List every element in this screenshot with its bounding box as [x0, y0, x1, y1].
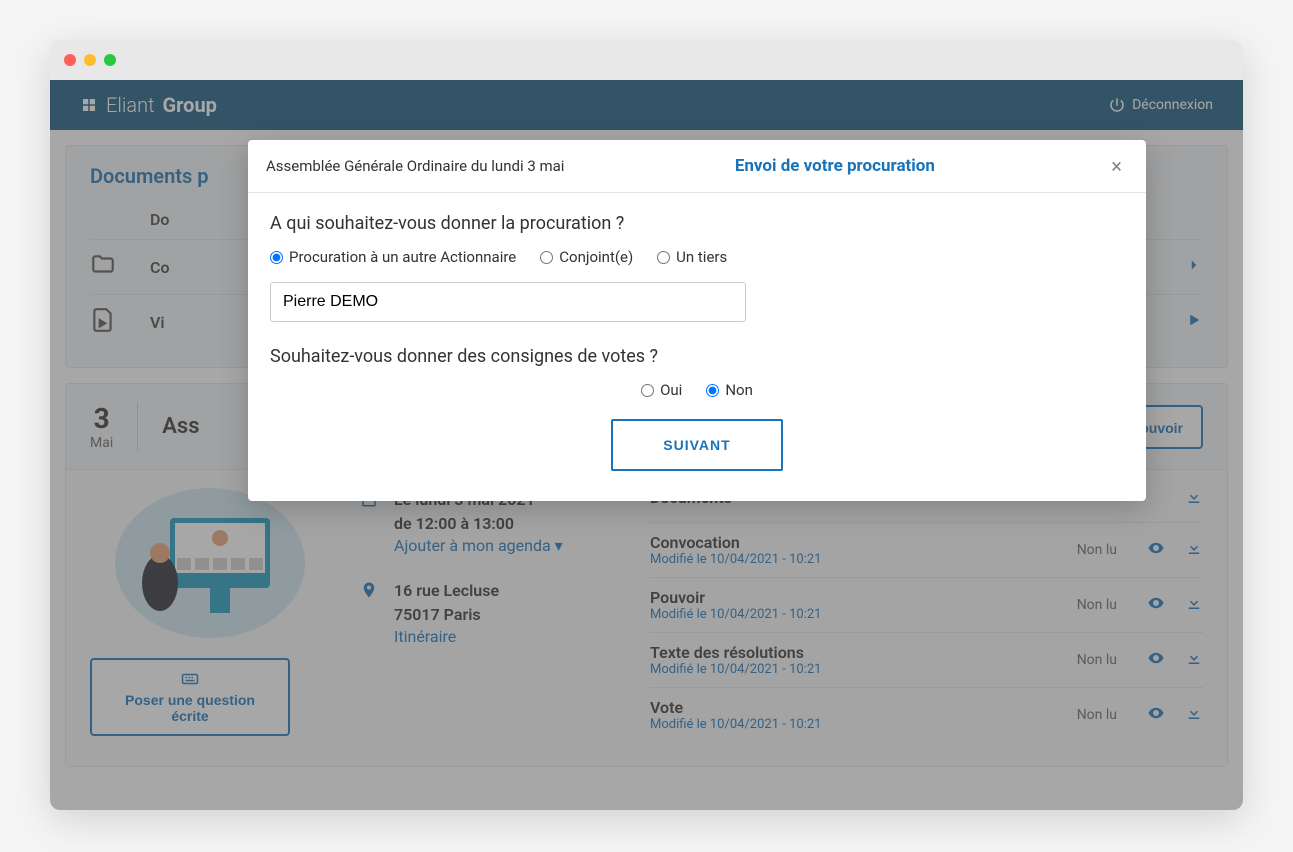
radio-tiers-input[interactable]: [657, 251, 670, 264]
radio-actionnaire-input[interactable]: [270, 251, 283, 264]
radio-oui-input[interactable]: [641, 384, 654, 397]
radio-tiers[interactable]: Un tiers: [657, 248, 727, 266]
modal-close-button[interactable]: ×: [1105, 154, 1128, 178]
radio-non[interactable]: Non: [706, 381, 753, 399]
procuration-modal: Assemblée Générale Ordinaire du lundi 3 …: [248, 140, 1146, 501]
app-window: Eliant Group Déconnexion Documents p Do …: [50, 40, 1243, 810]
radio-conjoint[interactable]: Conjoint(e): [540, 248, 633, 266]
question-1-label: A qui souhaitez-vous donner la procurati…: [270, 213, 1124, 234]
radio-oui[interactable]: Oui: [641, 381, 682, 399]
modal-title: Envoi de votre procuration: [735, 156, 935, 176]
delegate-name-input[interactable]: [270, 282, 746, 322]
modal-subtitle: Assemblée Générale Ordinaire du lundi 3 …: [266, 157, 564, 175]
next-button[interactable]: SUIVANT: [611, 419, 782, 471]
mac-zoom-button[interactable]: [104, 54, 116, 66]
mac-titlebar: [50, 40, 1243, 80]
modal-body: A qui souhaitez-vous donner la procurati…: [248, 193, 1146, 501]
mac-minimize-button[interactable]: [84, 54, 96, 66]
radio-conjoint-input[interactable]: [540, 251, 553, 264]
radio-non-input[interactable]: [706, 384, 719, 397]
modal-header: Assemblée Générale Ordinaire du lundi 3 …: [248, 140, 1146, 193]
mac-close-button[interactable]: [64, 54, 76, 66]
radio-actionnaire[interactable]: Procuration à un autre Actionnaire: [270, 248, 516, 266]
question-2-label: Souhaitez-vous donner des consignes de v…: [270, 346, 1124, 367]
